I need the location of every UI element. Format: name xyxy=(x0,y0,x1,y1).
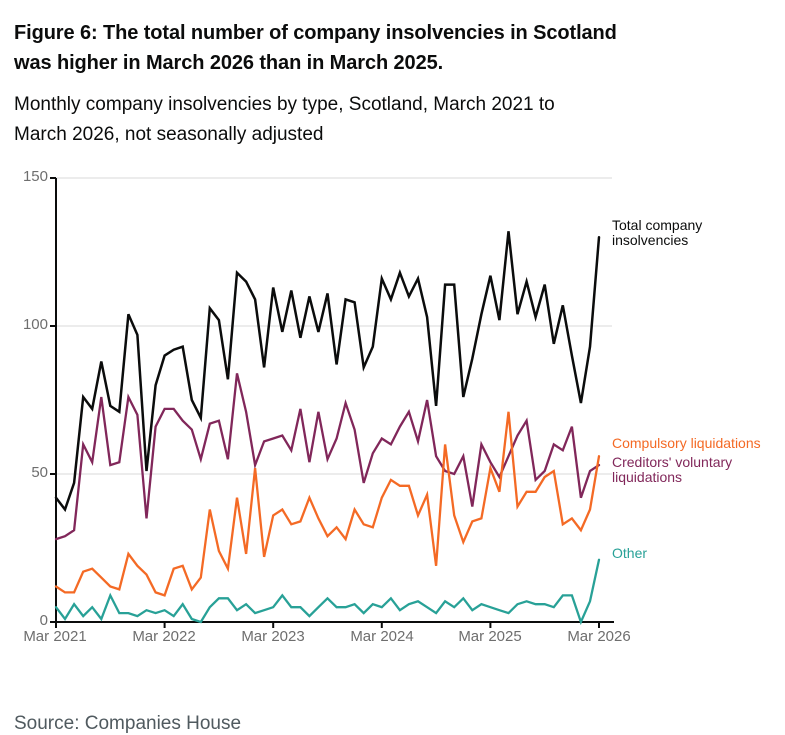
series-label-total: Total company insolvencies xyxy=(612,217,703,248)
x-axis-tick-label: Mar 2026 xyxy=(567,628,631,645)
series-label-compulsory: Compulsory liquidations xyxy=(612,435,761,451)
figure-title: Figure 6: The total number of company in… xyxy=(14,18,754,78)
x-axis-tick-label: Mar 2022 xyxy=(132,628,196,645)
series-label-creditors: Creditors' voluntary liquidations xyxy=(612,454,733,485)
figure-subtitle: Monthly company insolvencies by type, Sc… xyxy=(14,90,764,150)
figure-title-line-2: was higher in March 2026 than in March 2… xyxy=(14,52,444,75)
source-note: Source: Companies House xyxy=(14,713,242,734)
figure-subtitle-line-2: March 2026, not seasonally adjusted xyxy=(14,124,324,145)
y-axis-tick-label: 50 xyxy=(31,464,48,481)
x-axis-tick-label: Mar 2025 xyxy=(458,628,522,645)
figure-title-line-1: Figure 6: The total number of company in… xyxy=(14,22,617,45)
y-axis-tick-label: 150 xyxy=(22,168,48,185)
x-axis-tick-label: Mar 2023 xyxy=(241,628,305,645)
figure-subtitle-line-1: Monthly company insolvencies by type, Sc… xyxy=(14,94,555,115)
y-axis-tick-label: 0 xyxy=(39,612,48,629)
y-axis-tick-label: 100 xyxy=(22,316,48,333)
x-axis-tick-label: Mar 2021 xyxy=(23,628,87,645)
x-axis-tick-label: Mar 2024 xyxy=(350,628,414,645)
series-label-other: Other xyxy=(612,545,648,561)
